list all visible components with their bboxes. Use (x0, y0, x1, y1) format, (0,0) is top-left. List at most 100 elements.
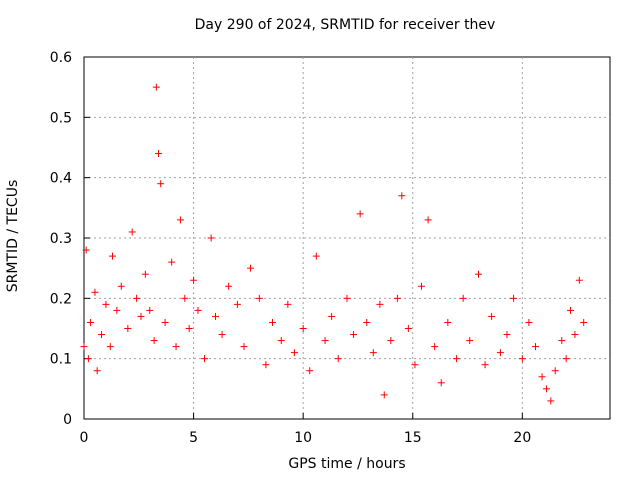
data-point (240, 343, 248, 351)
data-point (562, 355, 570, 363)
data-point (393, 294, 401, 302)
data-point (102, 300, 110, 308)
data-point (363, 318, 371, 326)
data-point (380, 391, 388, 399)
x-tick-label: 5 (189, 430, 198, 446)
data-point (91, 288, 99, 296)
data-point (155, 150, 163, 158)
data-point (290, 349, 298, 357)
data-point (525, 318, 533, 326)
y-axis-label: SRMTID / TECUs (5, 179, 21, 293)
data-point (503, 331, 511, 339)
x-tick-label: 0 (80, 430, 89, 446)
data-point (376, 300, 384, 308)
data-point (343, 294, 351, 302)
data-point (398, 192, 406, 200)
data-point (547, 397, 555, 405)
data-point (518, 355, 526, 363)
y-tick-label: 0.5 (50, 110, 72, 126)
data-point (87, 318, 95, 326)
data-point (321, 337, 329, 345)
data-point (172, 343, 180, 351)
data-point (152, 83, 160, 91)
data-point (225, 282, 233, 290)
data-point (113, 306, 121, 314)
data-point (133, 294, 141, 302)
x-tick-label: 15 (404, 430, 422, 446)
data-point (424, 216, 432, 224)
data-point (356, 210, 364, 218)
plot-area (83, 56, 611, 420)
data-point (418, 282, 426, 290)
data-point (328, 312, 336, 320)
data-point (538, 373, 546, 381)
y-tick-label: 0.3 (50, 231, 72, 247)
data-point (93, 367, 101, 375)
data-point (334, 355, 342, 363)
data-point (262, 361, 270, 369)
data-point (255, 294, 263, 302)
data-point (190, 276, 198, 284)
data-point (161, 318, 169, 326)
chart-title: Day 290 of 2024, SRMTID for receiver the… (194, 17, 496, 33)
y-tick-label: 0 (63, 412, 72, 428)
data-point (542, 385, 550, 393)
data-point (108, 252, 116, 260)
data-point (580, 318, 588, 326)
data-point (496, 349, 504, 357)
data-point (157, 180, 165, 188)
data-point (128, 228, 136, 236)
data-point (247, 264, 255, 272)
data-point (212, 312, 219, 320)
y-tick-label: 0.4 (50, 171, 72, 187)
data-point (146, 306, 154, 314)
data-point (84, 355, 92, 363)
data-point (168, 258, 176, 266)
data-point (98, 331, 106, 339)
data-point (106, 343, 114, 351)
data-point (150, 337, 158, 345)
data-point (488, 312, 496, 320)
data-point (299, 325, 307, 332)
data-point (312, 252, 320, 260)
data-point (575, 276, 583, 284)
axis-ticks: 0 5 10 15 20 0 0.1 0.2 0.3 0.4 0.5 0.6 (50, 50, 532, 446)
data-point (459, 294, 467, 302)
data-point (510, 294, 518, 302)
data-point (387, 337, 395, 345)
data-point (558, 337, 566, 345)
data-point (369, 349, 377, 357)
data-point (567, 306, 575, 314)
data-point (466, 337, 474, 345)
data-point (411, 361, 419, 369)
data-point (80, 343, 88, 351)
data-point (481, 361, 489, 369)
data-point (117, 282, 125, 290)
data-point (350, 331, 358, 339)
y-tick-label: 0.6 (50, 50, 72, 66)
y-tick-label: 0.1 (50, 352, 72, 368)
data-point (268, 318, 276, 326)
data-point (306, 367, 314, 375)
data-point (233, 300, 241, 308)
data-point (194, 306, 202, 314)
data-point (431, 343, 439, 351)
data-point (277, 337, 285, 345)
data-point (551, 367, 559, 375)
data-point (444, 318, 452, 326)
data-point (404, 325, 412, 332)
data-point (475, 270, 482, 278)
data-point (437, 379, 445, 387)
data-point (124, 325, 132, 332)
data-point (531, 343, 539, 351)
data-point (185, 325, 193, 332)
x-tick-label: 10 (294, 430, 312, 446)
data-point (284, 300, 292, 308)
data-point (181, 294, 189, 302)
data-point (82, 246, 90, 254)
data-point (141, 270, 149, 278)
data-point (571, 331, 579, 339)
x-tick-label: 20 (513, 430, 531, 446)
data-point (453, 355, 461, 363)
